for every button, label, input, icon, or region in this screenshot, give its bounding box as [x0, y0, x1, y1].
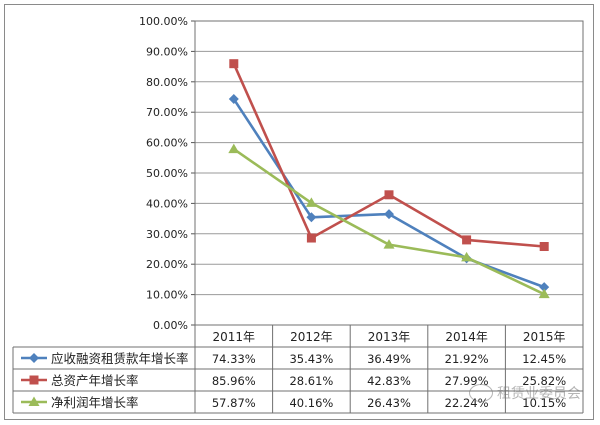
table-cell: 36.49%	[367, 352, 411, 366]
wechat-logo-icon	[469, 384, 493, 402]
data-point	[539, 282, 550, 293]
data-point	[461, 251, 473, 262]
table-cell: 42.83%	[367, 374, 411, 388]
data-point	[29, 375, 39, 385]
table-cell: 85.96%	[212, 374, 256, 388]
x-tick-label: 2014年	[445, 330, 488, 344]
data-point	[305, 197, 317, 207]
chart-frame: 0.00% 10.00% 20.00% 30.00% 40.00% 50.00% 60.00…	[4, 4, 594, 420]
x-tick-label: 2015年	[523, 330, 566, 344]
data-point	[28, 396, 40, 406]
line-chart: 0.00% 10.00% 20.00% 30.00% 40.00% 50.00% 60.00…	[12, 15, 584, 414]
data-point	[539, 242, 549, 252]
data-point	[29, 353, 39, 363]
y-tick-label: 10.00%	[146, 289, 188, 302]
x-tick-label: 2012年	[290, 330, 333, 344]
table-cell: 57.87%	[212, 396, 256, 410]
data-point	[228, 143, 240, 154]
table-cell: 10.15%	[522, 396, 566, 410]
data-point	[229, 59, 239, 69]
x-tick-label: 2013年	[368, 330, 411, 344]
data-point	[538, 288, 550, 299]
data-point	[306, 233, 316, 243]
table-cell: 25.82%	[522, 374, 566, 388]
table-cell: 35.43%	[289, 352, 333, 366]
series-line	[232, 63, 545, 248]
y-tick-label: 20.00%	[146, 258, 188, 271]
y-tick-label: 80.00%	[146, 76, 188, 89]
legend-label: 应收融资租赁款年增长率	[51, 351, 189, 366]
table-cell: 21.92%	[445, 352, 489, 366]
data-point	[228, 94, 239, 105]
legend-label: 总资产年增长率	[51, 373, 139, 388]
y-tick-label: 90.00%	[146, 45, 188, 58]
table-cell: 28.61%	[289, 374, 333, 388]
y-tick-label: 40.00%	[146, 197, 188, 210]
table-cell: 12.45%	[522, 352, 566, 366]
table-cell: 74.33%	[212, 352, 256, 366]
table-cell: 40.16%	[289, 396, 333, 410]
data-point	[384, 209, 394, 220]
y-tick-label: 50.00%	[146, 167, 188, 180]
y-tick-label: 30.00%	[146, 228, 188, 241]
x-tick-label: 2011年	[213, 330, 256, 344]
watermark: 租赁业委员会	[469, 383, 581, 403]
y-tick-label: 70.00%	[146, 106, 188, 119]
y-tick-label: 0.00%	[153, 319, 188, 332]
watermark-text: 租赁业委员会	[497, 386, 581, 402]
data-point	[462, 235, 472, 245]
data-point	[383, 239, 395, 249]
legend-label: 净利润年增长率	[51, 395, 139, 410]
y-tick-label: 100.00%	[139, 15, 188, 28]
data-point	[306, 212, 317, 223]
data-point	[384, 190, 394, 200]
table-cell: 26.43%	[367, 396, 411, 410]
y-tick-label: 60.00%	[146, 137, 188, 150]
